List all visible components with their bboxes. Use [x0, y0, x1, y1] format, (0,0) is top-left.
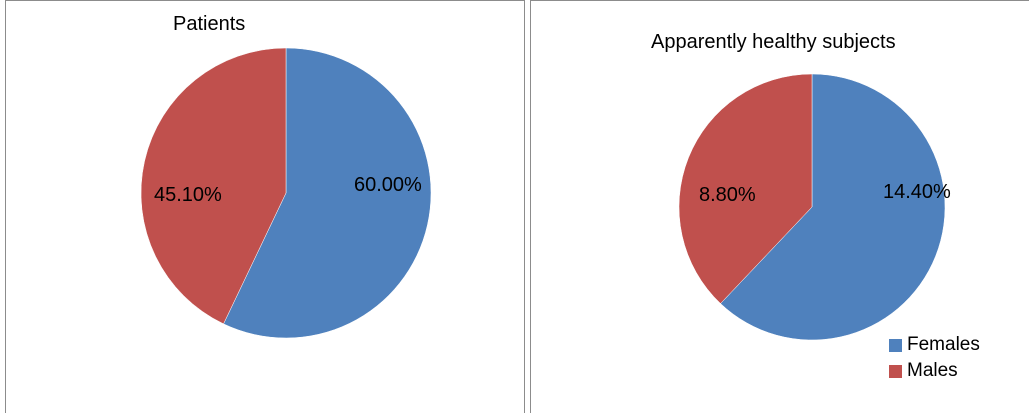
slice-label-males: 45.10% — [154, 184, 222, 206]
legend-label-males: Males — [907, 360, 958, 381]
pie-slice-females — [223, 47, 432, 339]
chart-legend: Females Males — [889, 332, 980, 384]
slice-label-males: 8.80% — [699, 184, 756, 206]
slice-label-females: 60.00% — [354, 174, 422, 196]
pie-chart-healthy-subjects — [678, 73, 946, 341]
legend-item-females: Females — [889, 332, 980, 358]
legend-swatch-females — [889, 338, 902, 352]
pie-chart-patients — [140, 47, 432, 339]
pie-slice-males — [140, 47, 287, 325]
chart-title: Patients — [173, 13, 246, 35]
slice-label-females: 14.40% — [883, 181, 951, 203]
legend-item-males: Males — [889, 358, 980, 384]
pie-slice-females — [720, 73, 946, 341]
chart-panel-patients: Patients 60.00% 45.10% — [5, 0, 525, 413]
legend-swatch-males — [889, 364, 902, 378]
pie-slice-males — [678, 73, 813, 304]
legend-label-females: Females — [907, 334, 980, 355]
chart-panel-healthy-subjects: Apparently healthy subjects 14.40% 8.80%… — [530, 0, 1029, 413]
chart-title: Apparently healthy subjects — [651, 31, 896, 53]
